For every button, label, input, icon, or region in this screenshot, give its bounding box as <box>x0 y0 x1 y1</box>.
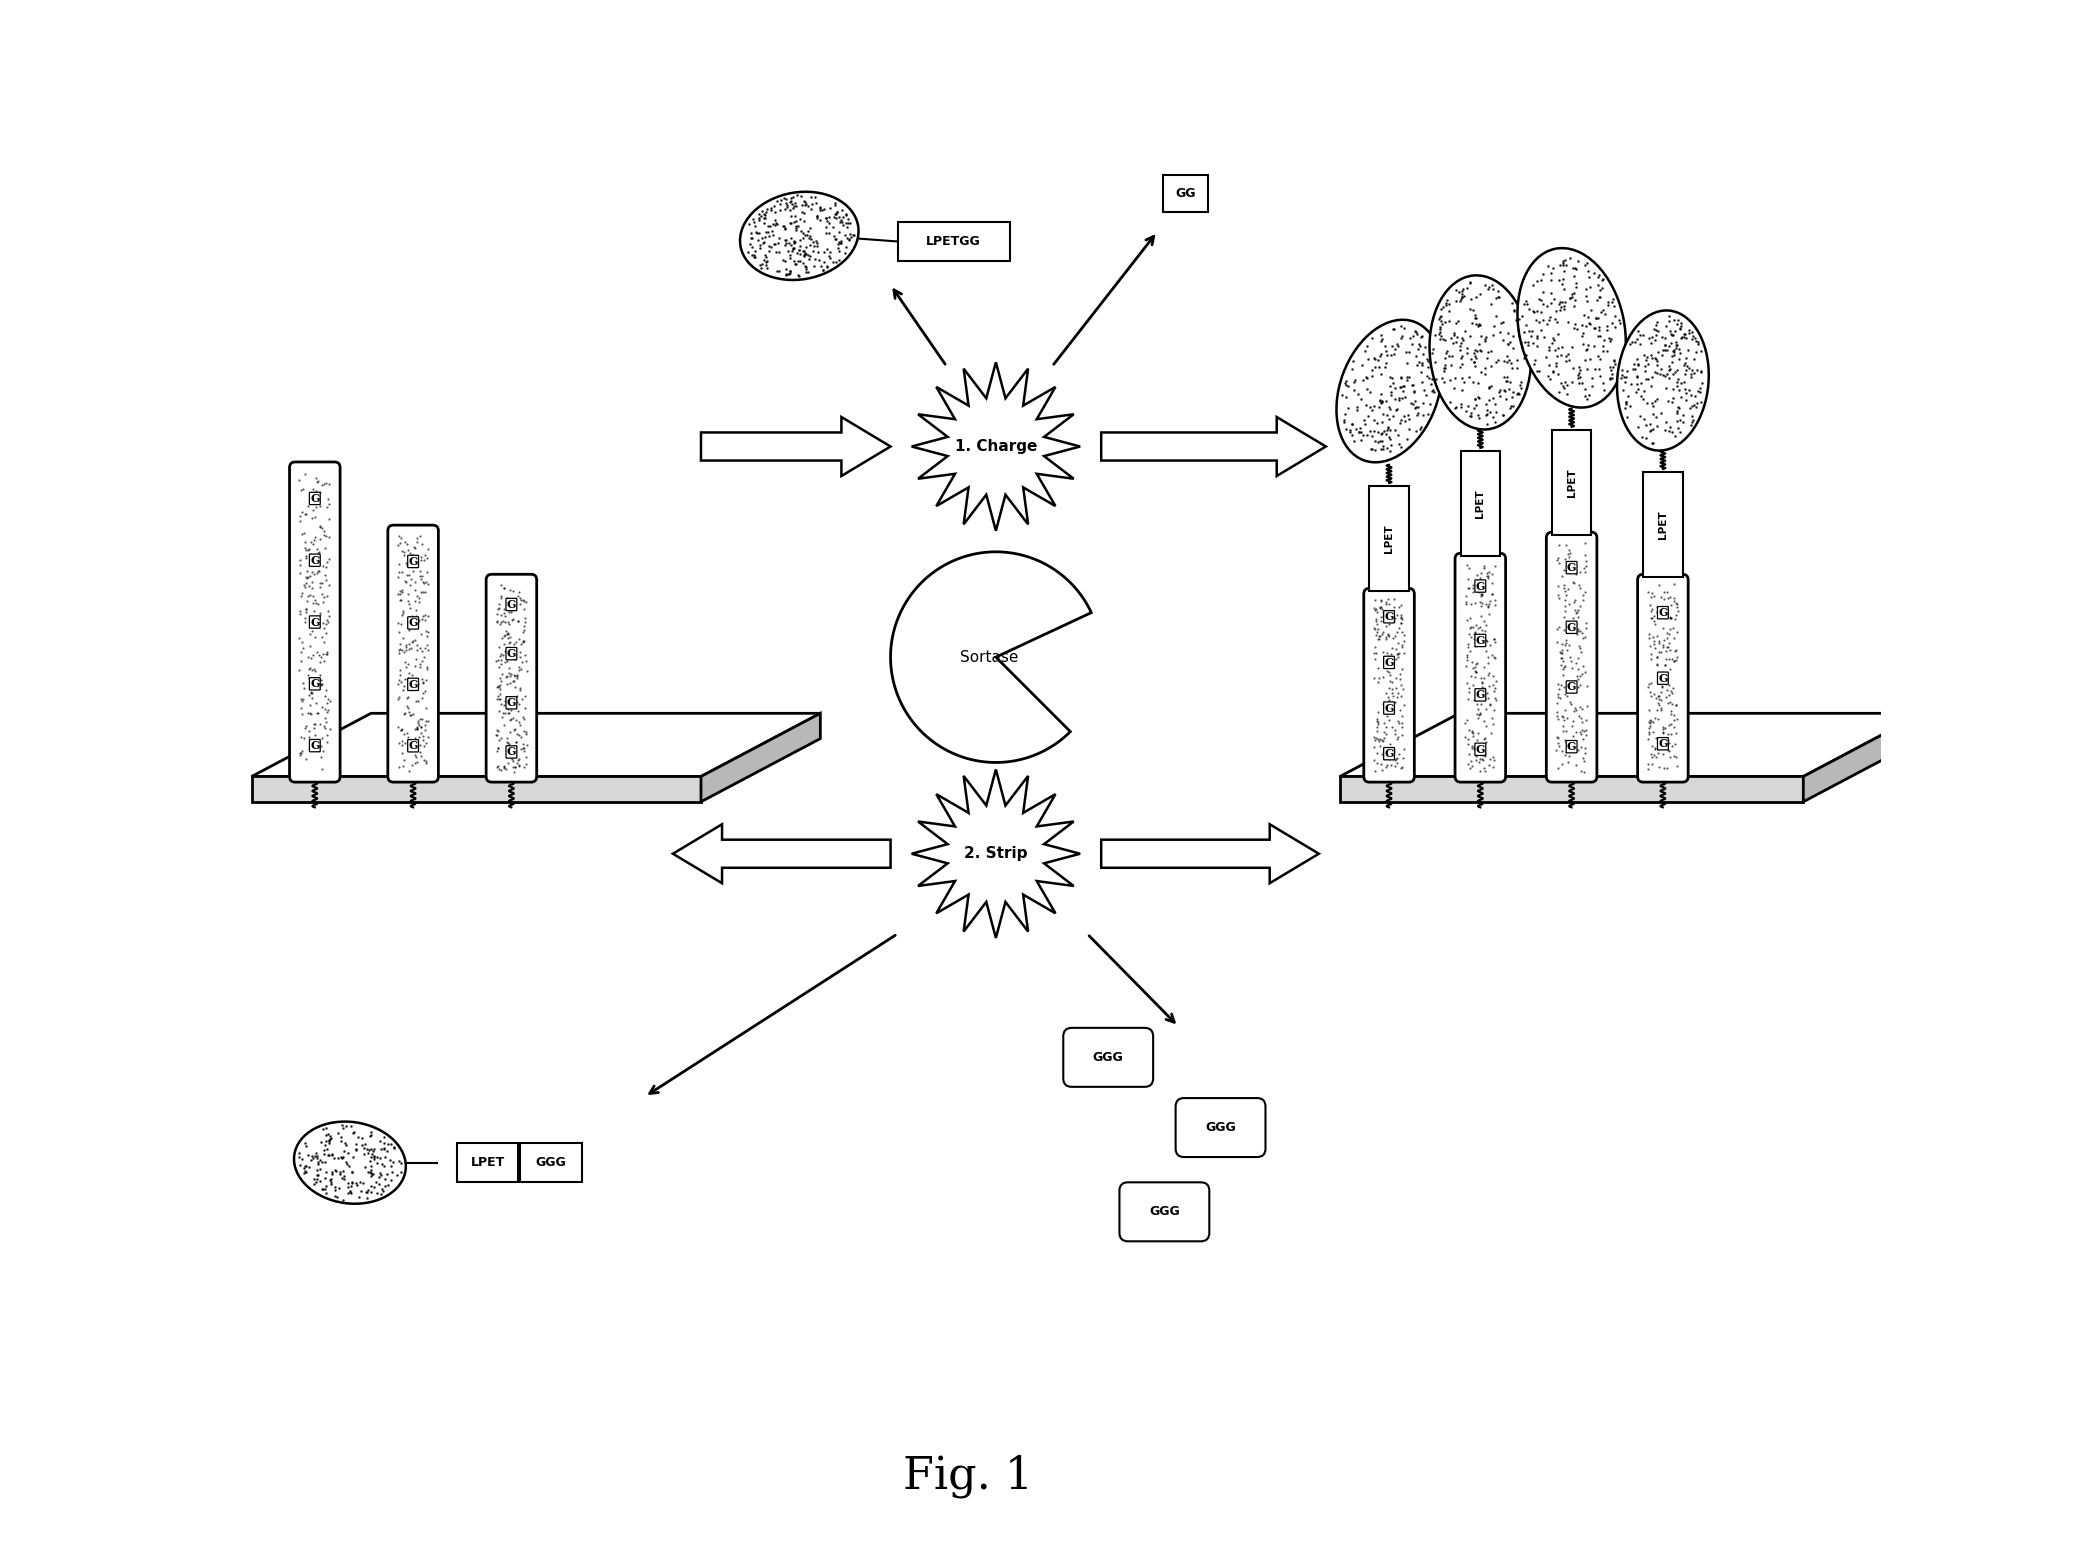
Text: GGG: GGG <box>536 1155 567 1169</box>
FancyBboxPatch shape <box>1638 575 1688 783</box>
FancyBboxPatch shape <box>486 575 538 783</box>
Text: G: G <box>1476 690 1484 700</box>
FancyBboxPatch shape <box>1547 533 1596 783</box>
Text: G: G <box>309 554 320 565</box>
Text: G: G <box>507 747 517 758</box>
Text: G: G <box>409 679 417 690</box>
FancyBboxPatch shape <box>519 1143 581 1182</box>
Polygon shape <box>1100 418 1327 475</box>
Polygon shape <box>251 776 702 801</box>
Text: G: G <box>1385 749 1393 759</box>
Text: G: G <box>309 492 320 505</box>
FancyBboxPatch shape <box>289 461 340 783</box>
Text: G: G <box>1385 657 1393 668</box>
Text: G: G <box>1385 612 1393 623</box>
Text: G: G <box>1659 672 1667 683</box>
Text: G: G <box>1476 581 1484 592</box>
Text: G: G <box>507 599 517 610</box>
Text: LPET: LPET <box>1659 509 1667 539</box>
FancyBboxPatch shape <box>388 525 438 783</box>
Text: GGG: GGG <box>1206 1121 1235 1134</box>
Text: Sortase: Sortase <box>959 649 1017 665</box>
Text: Fig. 1: Fig. 1 <box>903 1454 1034 1497</box>
Text: LPET: LPET <box>1567 467 1576 497</box>
Text: G: G <box>1659 607 1667 618</box>
Text: G: G <box>1567 621 1576 632</box>
Polygon shape <box>251 713 820 776</box>
Ellipse shape <box>739 191 859 280</box>
FancyBboxPatch shape <box>1370 486 1410 592</box>
Ellipse shape <box>295 1121 405 1204</box>
FancyBboxPatch shape <box>457 1143 519 1182</box>
Polygon shape <box>702 418 891 475</box>
FancyBboxPatch shape <box>1364 589 1414 783</box>
Text: 1. Charge: 1. Charge <box>955 439 1038 453</box>
Ellipse shape <box>1518 248 1626 407</box>
Polygon shape <box>1804 713 1922 801</box>
FancyBboxPatch shape <box>1455 553 1505 783</box>
Ellipse shape <box>1337 320 1441 463</box>
FancyBboxPatch shape <box>1063 1028 1152 1087</box>
Text: G: G <box>507 648 517 658</box>
Polygon shape <box>702 713 820 801</box>
Text: GGG: GGG <box>1148 1205 1179 1218</box>
Text: G: G <box>1385 702 1393 713</box>
Text: G: G <box>409 618 417 629</box>
Text: LPET: LPET <box>1385 525 1395 553</box>
Text: 2. Strip: 2. Strip <box>963 846 1028 862</box>
Polygon shape <box>1339 776 1804 801</box>
Polygon shape <box>891 551 1092 763</box>
FancyBboxPatch shape <box>1175 1098 1266 1157</box>
Text: G: G <box>1476 635 1484 646</box>
FancyBboxPatch shape <box>1462 450 1501 556</box>
Text: G: G <box>1659 738 1667 749</box>
FancyBboxPatch shape <box>1119 1182 1210 1241</box>
Polygon shape <box>1100 825 1318 884</box>
Text: GGG: GGG <box>1092 1051 1123 1064</box>
Polygon shape <box>911 362 1080 531</box>
Text: G: G <box>1567 741 1576 752</box>
Ellipse shape <box>1617 311 1709 450</box>
Text: G: G <box>309 679 320 690</box>
Ellipse shape <box>1430 275 1532 430</box>
Polygon shape <box>1339 713 1922 776</box>
Text: G: G <box>309 741 320 752</box>
Text: LPETGG: LPETGG <box>926 235 982 248</box>
Text: G: G <box>1567 682 1576 693</box>
FancyBboxPatch shape <box>1163 175 1208 213</box>
Polygon shape <box>911 769 1080 938</box>
Polygon shape <box>673 825 891 884</box>
Text: G: G <box>1476 744 1484 755</box>
Text: G: G <box>1567 562 1576 573</box>
FancyBboxPatch shape <box>1644 472 1682 578</box>
Text: GG: GG <box>1175 188 1196 200</box>
Text: G: G <box>309 617 320 627</box>
Text: LPET: LPET <box>1476 489 1484 517</box>
FancyBboxPatch shape <box>897 222 1009 261</box>
FancyBboxPatch shape <box>1553 430 1592 534</box>
Text: G: G <box>409 556 417 567</box>
Text: G: G <box>507 697 517 708</box>
Text: G: G <box>409 741 417 752</box>
Text: LPET: LPET <box>471 1155 504 1169</box>
